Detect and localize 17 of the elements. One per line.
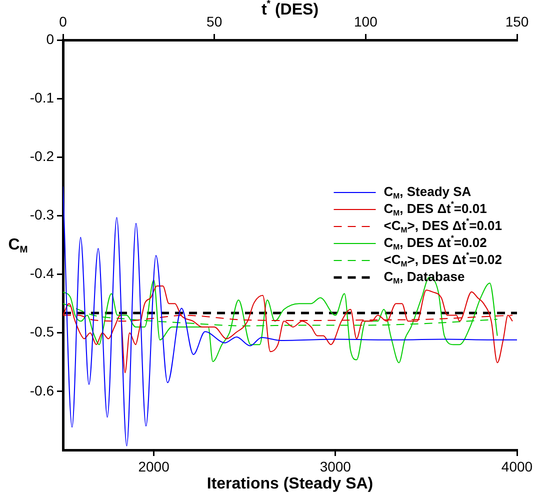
line-series (63, 186, 517, 446)
x2-axis-title: t* (DES) (261, 0, 319, 18)
x-tick-label: 4000 (501, 458, 533, 474)
x2-tick-label: 100 (354, 13, 378, 30)
y-tick-label: -0.2 (30, 148, 54, 164)
x-tick-label: 2000 (138, 458, 170, 474)
x2-tick-label: 150 (505, 13, 529, 30)
x-axis-title: Iterations (Steady SA) (206, 475, 374, 492)
y-tick-label: -0.6 (30, 382, 54, 398)
x2-tick-label: 50 (206, 13, 222, 30)
x-tick-label: 3000 (320, 458, 352, 474)
y-tick-label: -0.5 (30, 324, 54, 340)
y-tick-label: -0.3 (30, 206, 54, 223)
y-tick-label: 0 (46, 30, 54, 47)
x2-tick-label: 0 (59, 13, 68, 30)
y-tick-label: -0.1 (30, 89, 54, 106)
y-tick-label: -0.4 (30, 265, 54, 282)
